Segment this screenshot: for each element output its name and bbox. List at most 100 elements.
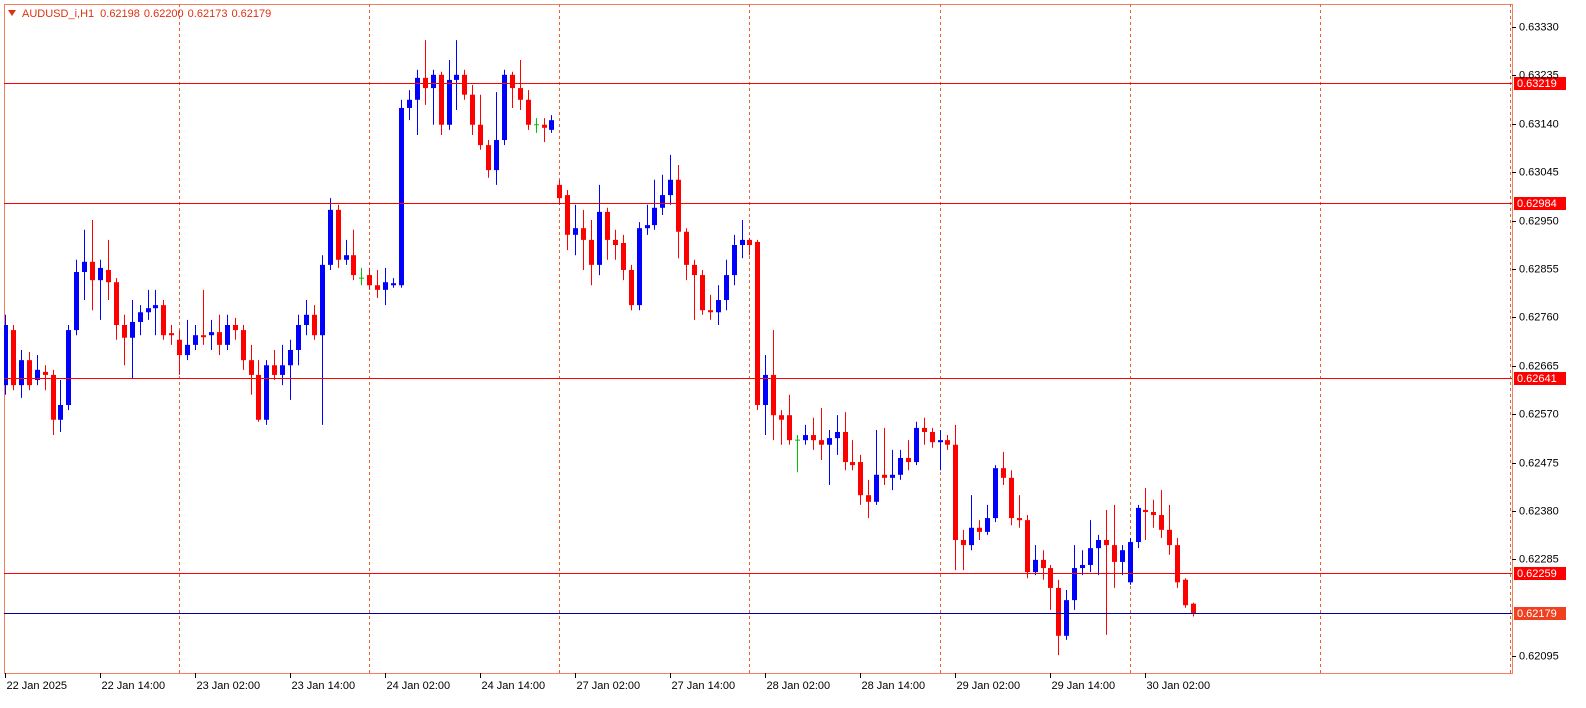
candle-body — [518, 88, 523, 100]
x-tick-label: 27 Jan 02:00 — [577, 680, 641, 692]
candle-body — [827, 438, 832, 445]
y-tick-label: 0.63330 — [1519, 21, 1559, 33]
x-tick-label: 23 Jan 14:00 — [292, 680, 356, 692]
candle-body — [945, 440, 950, 445]
candle-body — [153, 305, 158, 309]
header: AUDUSD_i,H1 0.62198 0.62200 0.62173 0.62179 — [22, 8, 271, 20]
candle-body — [494, 140, 499, 171]
level-label: 0.63219 — [1517, 78, 1557, 90]
candle-body — [922, 427, 927, 432]
candle-body — [502, 74, 507, 141]
candle-body — [763, 374, 768, 405]
candle-body — [613, 239, 618, 246]
candle-body — [668, 179, 673, 196]
candle-body — [1088, 548, 1093, 565]
candle-body — [106, 269, 111, 283]
candle-body — [510, 74, 515, 89]
y-tick-label: 0.62380 — [1519, 505, 1559, 517]
candle-body — [193, 335, 198, 345]
x-tick-label: 28 Jan 14:00 — [862, 680, 926, 692]
candle-body — [637, 228, 642, 306]
candle-body — [431, 74, 436, 89]
candle-body — [1056, 587, 1061, 636]
y-tick-label: 0.62285 — [1519, 553, 1559, 565]
candle-body — [58, 404, 63, 420]
candle-body — [930, 431, 935, 443]
candle-body — [256, 374, 261, 420]
candle-body — [249, 360, 254, 375]
y-tick-label: 0.63140 — [1519, 118, 1559, 130]
candle-body — [787, 415, 792, 441]
candle-body — [312, 314, 317, 336]
x-tick-label: 22 Jan 2025 — [7, 680, 68, 692]
candle-body — [74, 272, 79, 331]
candle-body — [1001, 468, 1006, 478]
level-label: 0.62984 — [1517, 198, 1557, 210]
y-tick-label: 0.62095 — [1519, 650, 1559, 662]
candle-body — [447, 79, 452, 125]
level-label-box — [1514, 77, 1566, 90]
candle-body — [747, 239, 752, 246]
x-tick-label: 29 Jan 02:00 — [957, 680, 1021, 692]
candle-body — [557, 184, 562, 199]
candle-body — [1136, 507, 1141, 543]
y-tick-label: 0.63235 — [1519, 69, 1559, 81]
candle-body — [708, 310, 713, 313]
candle-body — [217, 332, 222, 345]
candle-body — [676, 179, 681, 232]
y-tick-label: 0.63045 — [1519, 166, 1559, 178]
candles — [4, 40, 1196, 656]
candle-body — [161, 305, 166, 336]
candle-body — [1128, 542, 1133, 583]
candle-body — [874, 474, 879, 502]
candle-body — [803, 435, 808, 441]
candle-body — [146, 308, 151, 313]
candle-body — [652, 207, 657, 226]
candle-body — [542, 124, 547, 128]
candle-body — [304, 314, 309, 325]
candle-body — [328, 209, 333, 265]
candle-body — [819, 440, 824, 445]
candle-body — [82, 261, 87, 273]
candle-body — [1096, 540, 1101, 549]
candle-body — [645, 225, 650, 229]
y-tick-label: 0.62950 — [1519, 215, 1559, 227]
y-tick-label: 0.62665 — [1519, 360, 1559, 372]
candle-body — [1009, 477, 1014, 519]
candle-body — [914, 427, 919, 463]
candle-body — [1191, 603, 1196, 614]
candle-body — [890, 474, 895, 478]
candle-body — [549, 120, 554, 130]
candle-body — [1048, 568, 1053, 588]
candle-body — [684, 231, 689, 265]
candle-body — [185, 344, 190, 356]
candle-body — [367, 275, 372, 286]
quote-open: 0.62198 — [100, 8, 140, 20]
candle-body — [755, 241, 760, 405]
candle-body — [811, 435, 816, 441]
candle-body — [241, 330, 246, 361]
candle-body — [1159, 515, 1164, 530]
candle-body — [953, 444, 958, 541]
candle-body — [43, 371, 48, 375]
candle-body — [1112, 545, 1117, 562]
candle-body — [264, 365, 269, 420]
candle-body — [169, 333, 174, 336]
candle-body — [898, 457, 903, 475]
candle-body — [454, 74, 459, 80]
candle-body — [35, 369, 40, 381]
y-tick-label: 0.62760 — [1519, 311, 1559, 323]
candle-body — [391, 283, 396, 286]
candle-body — [351, 255, 356, 276]
candle-body — [621, 242, 626, 270]
candle-body — [906, 457, 911, 463]
candle-body — [138, 312, 143, 322]
candle-body — [629, 269, 634, 306]
level-label: 0.62179 — [1517, 608, 1557, 620]
candle-body — [858, 462, 863, 496]
candle-body — [850, 462, 855, 466]
candle-body — [423, 77, 428, 89]
candle-body — [660, 195, 665, 208]
